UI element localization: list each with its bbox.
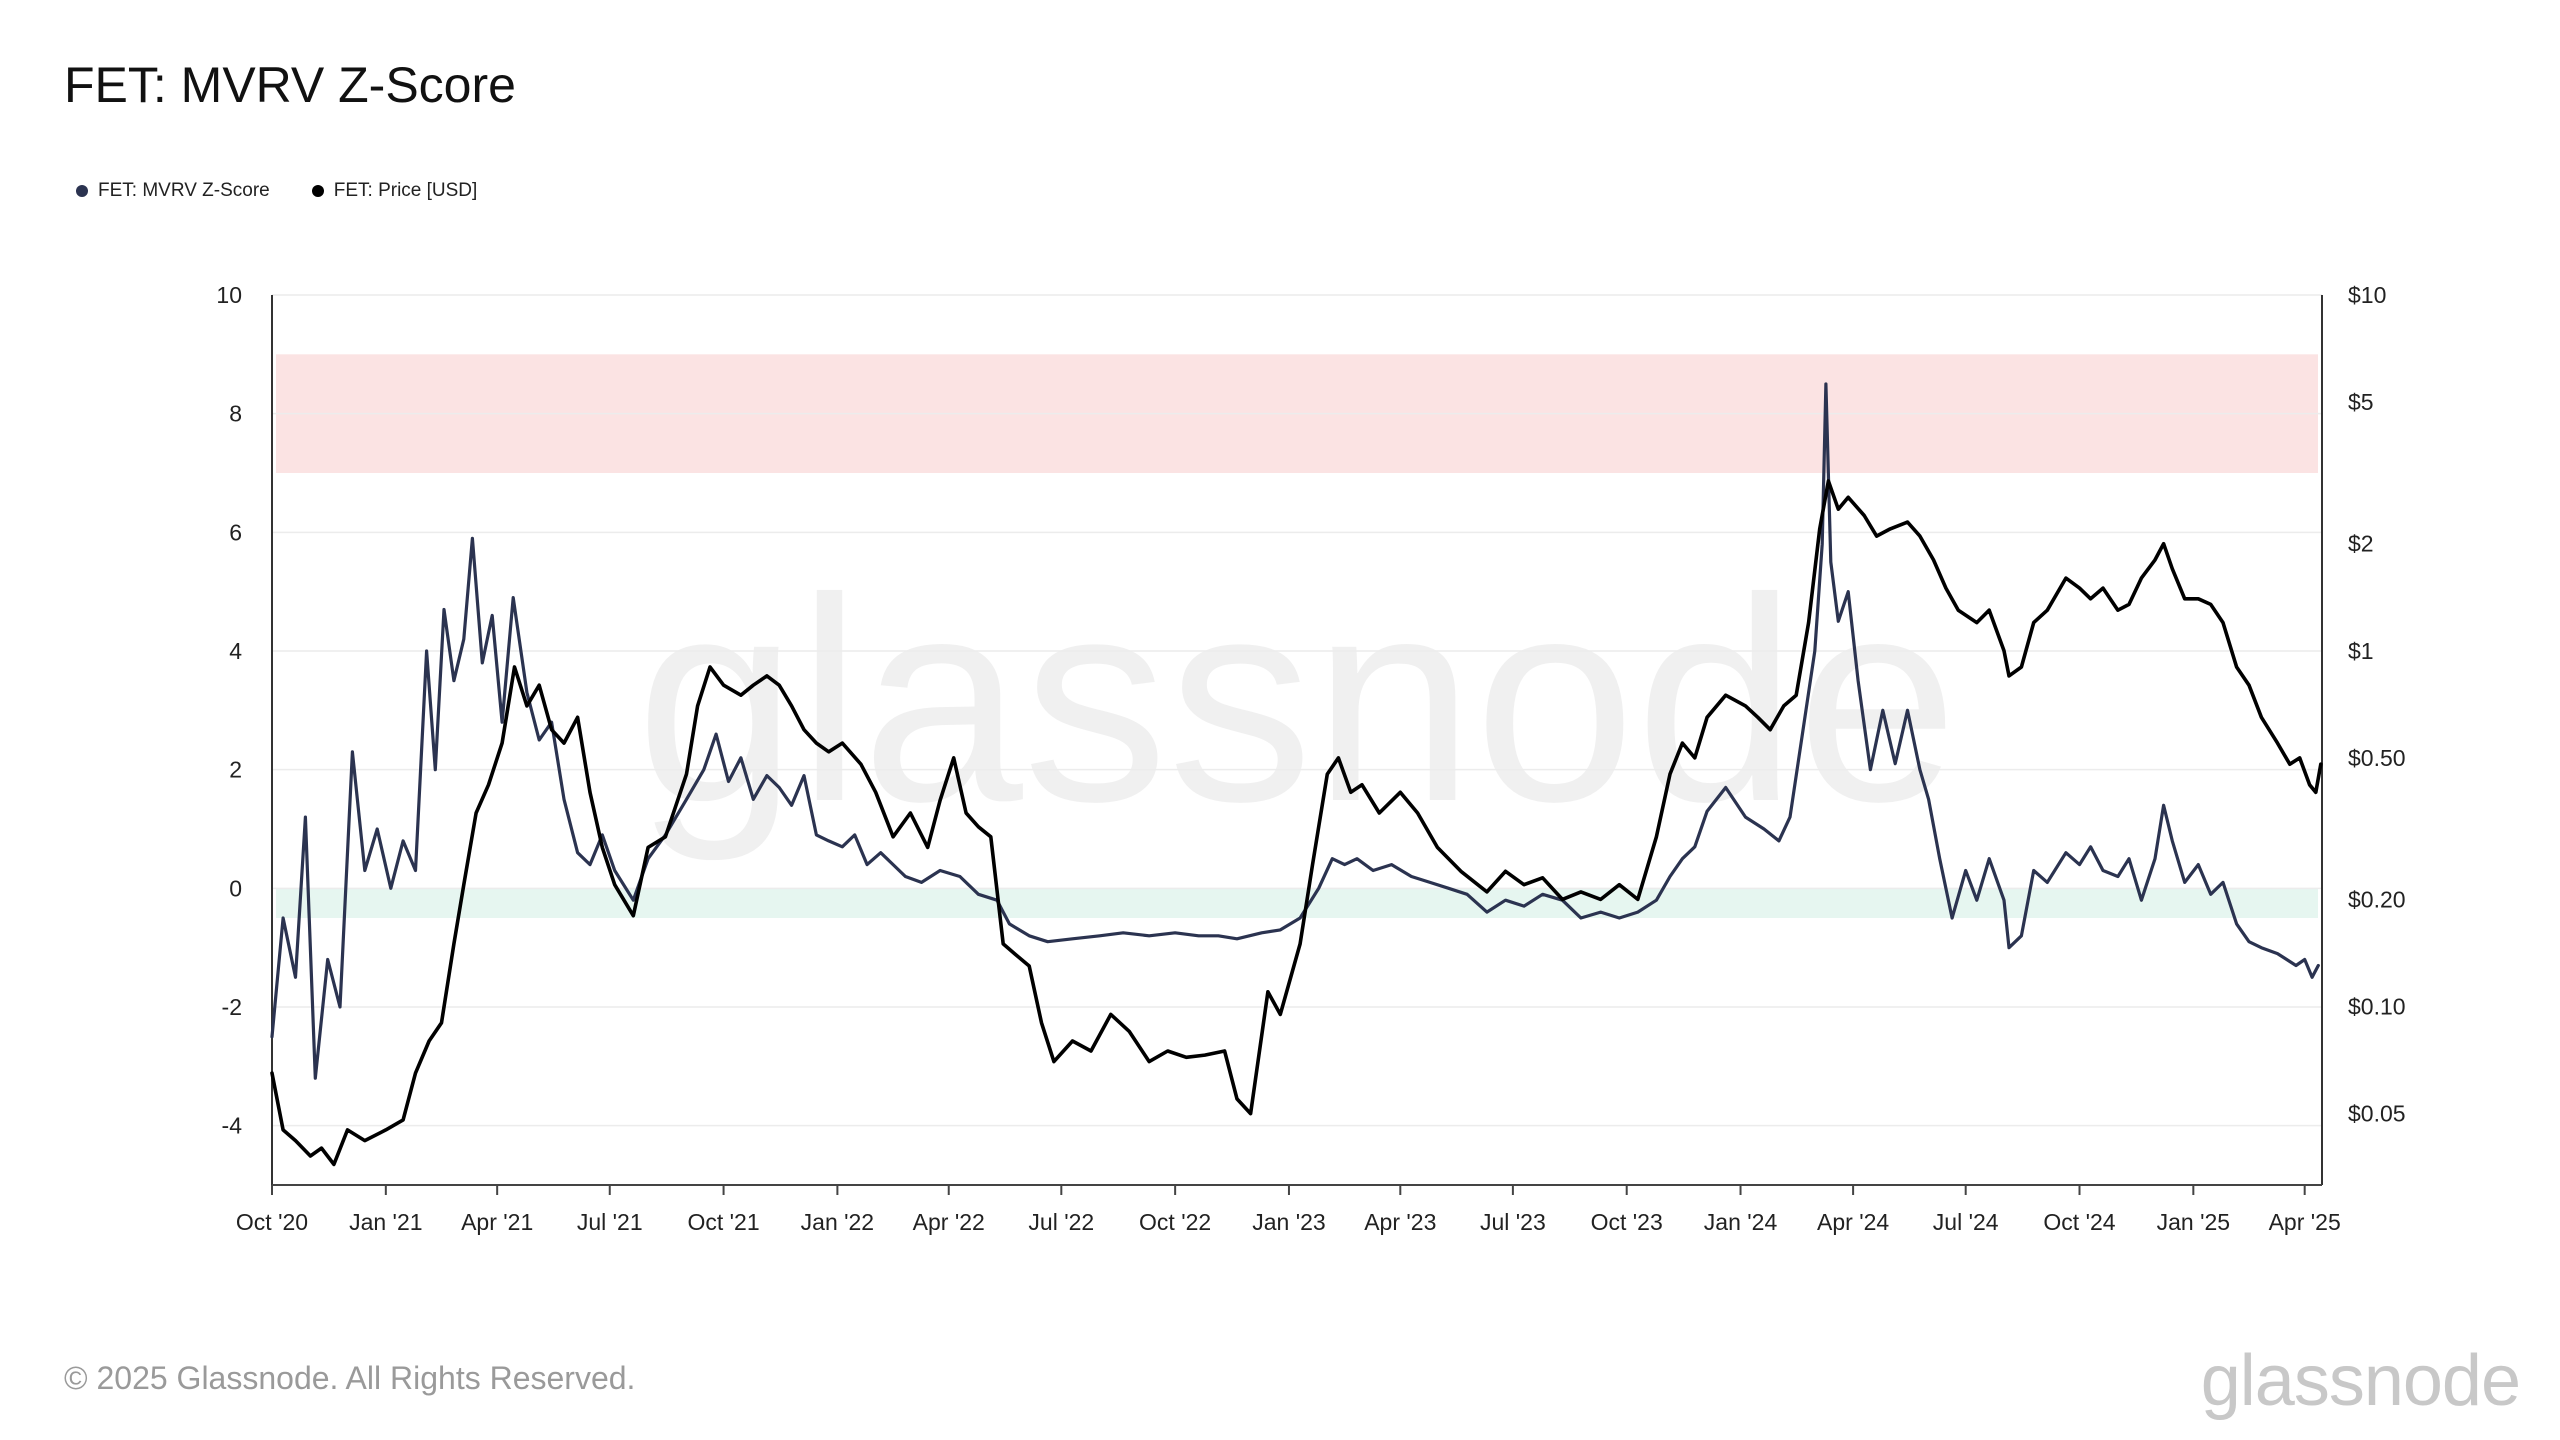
legend-item-zscore[interactable]: FET: MVRV Z-Score: [76, 180, 270, 202]
x-tick-label: Jul '21: [577, 1209, 643, 1235]
x-tick-label: Jul '23: [1480, 1209, 1546, 1235]
x-tick-label: Jan '25: [2157, 1209, 2230, 1235]
x-tick-label: Oct '20: [236, 1209, 308, 1235]
x-tick-label: Apr '23: [1364, 1209, 1436, 1235]
y-right-tick-label: $0.10: [2348, 994, 2406, 1020]
y-left-tick-label: 10: [216, 282, 242, 308]
legend: FET: MVRV Z-Score FET: Price [USD]: [76, 180, 477, 202]
y-left-tick-label: 0: [229, 875, 242, 901]
x-tick-label: Apr '22: [913, 1209, 985, 1235]
watermark-text: glassnode: [636, 538, 1958, 863]
x-tick-label: Jul '24: [1933, 1209, 1999, 1235]
x-tick-label: Oct '24: [2043, 1209, 2115, 1235]
x-tick-label: Jan '23: [1252, 1209, 1325, 1235]
chart-title: FET: MVRV Z-Score: [64, 57, 516, 113]
x-tick-label: Jan '22: [801, 1209, 874, 1235]
legend-dot-price: [311, 185, 324, 197]
y-left-tick-label: -4: [222, 1113, 243, 1139]
legend-item-price[interactable]: FET: Price [USD]: [311, 180, 478, 202]
series-line-mvrv-zscore: [270, 382, 2320, 1080]
legend-label-zscore: FET: MVRV Z-Score: [98, 180, 270, 201]
y-right-tick-label: $0.50: [2348, 745, 2406, 771]
x-tick-label: Jul '22: [1028, 1209, 1094, 1235]
y-left-tick-label: -2: [222, 994, 242, 1020]
y-left-tick-label: 6: [229, 519, 242, 545]
legend-label-price: FET: Price [USD]: [333, 180, 478, 201]
x-tick-label: Apr '24: [1817, 1209, 1889, 1235]
watermark-layer: glassnode: [636, 538, 1958, 863]
x-tick-label: Oct '23: [1591, 1209, 1663, 1235]
tick-labels-layer: 10 8 6 4 2 0 -2 -4 $10 $5 $2 $1 $0.50 $0.20 $0.10 $0.05…: [216, 282, 2405, 1235]
x-tick-label: Apr '21: [461, 1209, 533, 1235]
x-tick-label: Oct '21: [687, 1209, 759, 1235]
y-right-tick-label: $5: [2348, 389, 2374, 415]
x-tick-label: Jan '21: [349, 1209, 422, 1235]
y-left-tick-label: 2: [229, 757, 242, 783]
y-left-tick-label: 4: [229, 638, 242, 664]
band-1: [276, 888, 2318, 918]
x-tick-label: Oct '22: [1139, 1209, 1211, 1235]
y-right-tick-label: $0.20: [2348, 886, 2406, 912]
x-tick-label: Apr '25: [2269, 1209, 2341, 1235]
series-line-price: [270, 479, 2323, 1167]
y-right-tick-label: $1: [2348, 638, 2374, 664]
copyright-footer: © 2025 Glassnode. All Rights Reserved.: [64, 1360, 636, 1396]
glassnode-logo: glassnode: [2200, 1341, 2521, 1421]
x-tick-label: Jan '24: [1704, 1209, 1778, 1235]
y-left-tick-label: 8: [229, 401, 242, 427]
y-right-tick-label: $0.05: [2348, 1101, 2406, 1127]
series-layer: [270, 382, 2323, 1167]
y-right-tick-label: $10: [2348, 282, 2386, 308]
y-right-tick-label: $2: [2348, 531, 2374, 557]
legend-dot-zscore: [76, 185, 88, 197]
